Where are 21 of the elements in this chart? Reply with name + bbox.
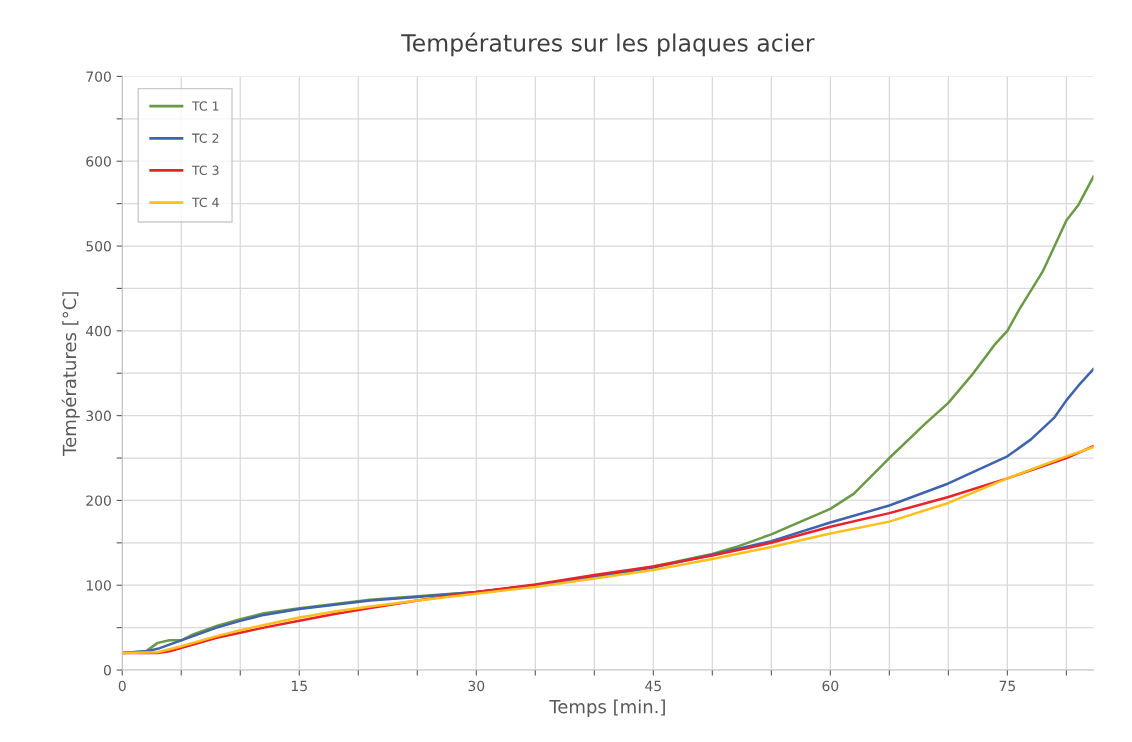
- y-tick-label: 700: [86, 71, 111, 82]
- x-tick-label: 30: [468, 680, 485, 692]
- x-axis-title: Temps [min.]: [549, 699, 665, 717]
- x-tick-label: 75: [999, 680, 1015, 692]
- y-tick-label: 600: [86, 156, 111, 167]
- x-tick-label: 0: [118, 680, 126, 692]
- x-tick-label: 60: [822, 680, 839, 692]
- legend-label: TC 4: [191, 197, 219, 208]
- y-axis-title: Températures [°C]: [61, 292, 80, 456]
- y-tick-label: 100: [86, 580, 111, 591]
- y-tick-label: 0: [103, 664, 111, 676]
- y-tick-label: 500: [86, 240, 111, 252]
- x-tick-label: 15: [291, 680, 307, 692]
- legend-label: TC 3: [191, 165, 219, 175]
- y-tick-label: 200: [86, 495, 111, 506]
- x-tick-label: 45: [645, 680, 661, 692]
- y-tick-label: 300: [86, 410, 111, 422]
- chart-title: Températures sur les plaques acier: [401, 32, 815, 57]
- y-tick-label: 400: [86, 325, 111, 337]
- legend-label: TC 2: [191, 133, 219, 143]
- legend-label: TC 1: [191, 101, 219, 111]
